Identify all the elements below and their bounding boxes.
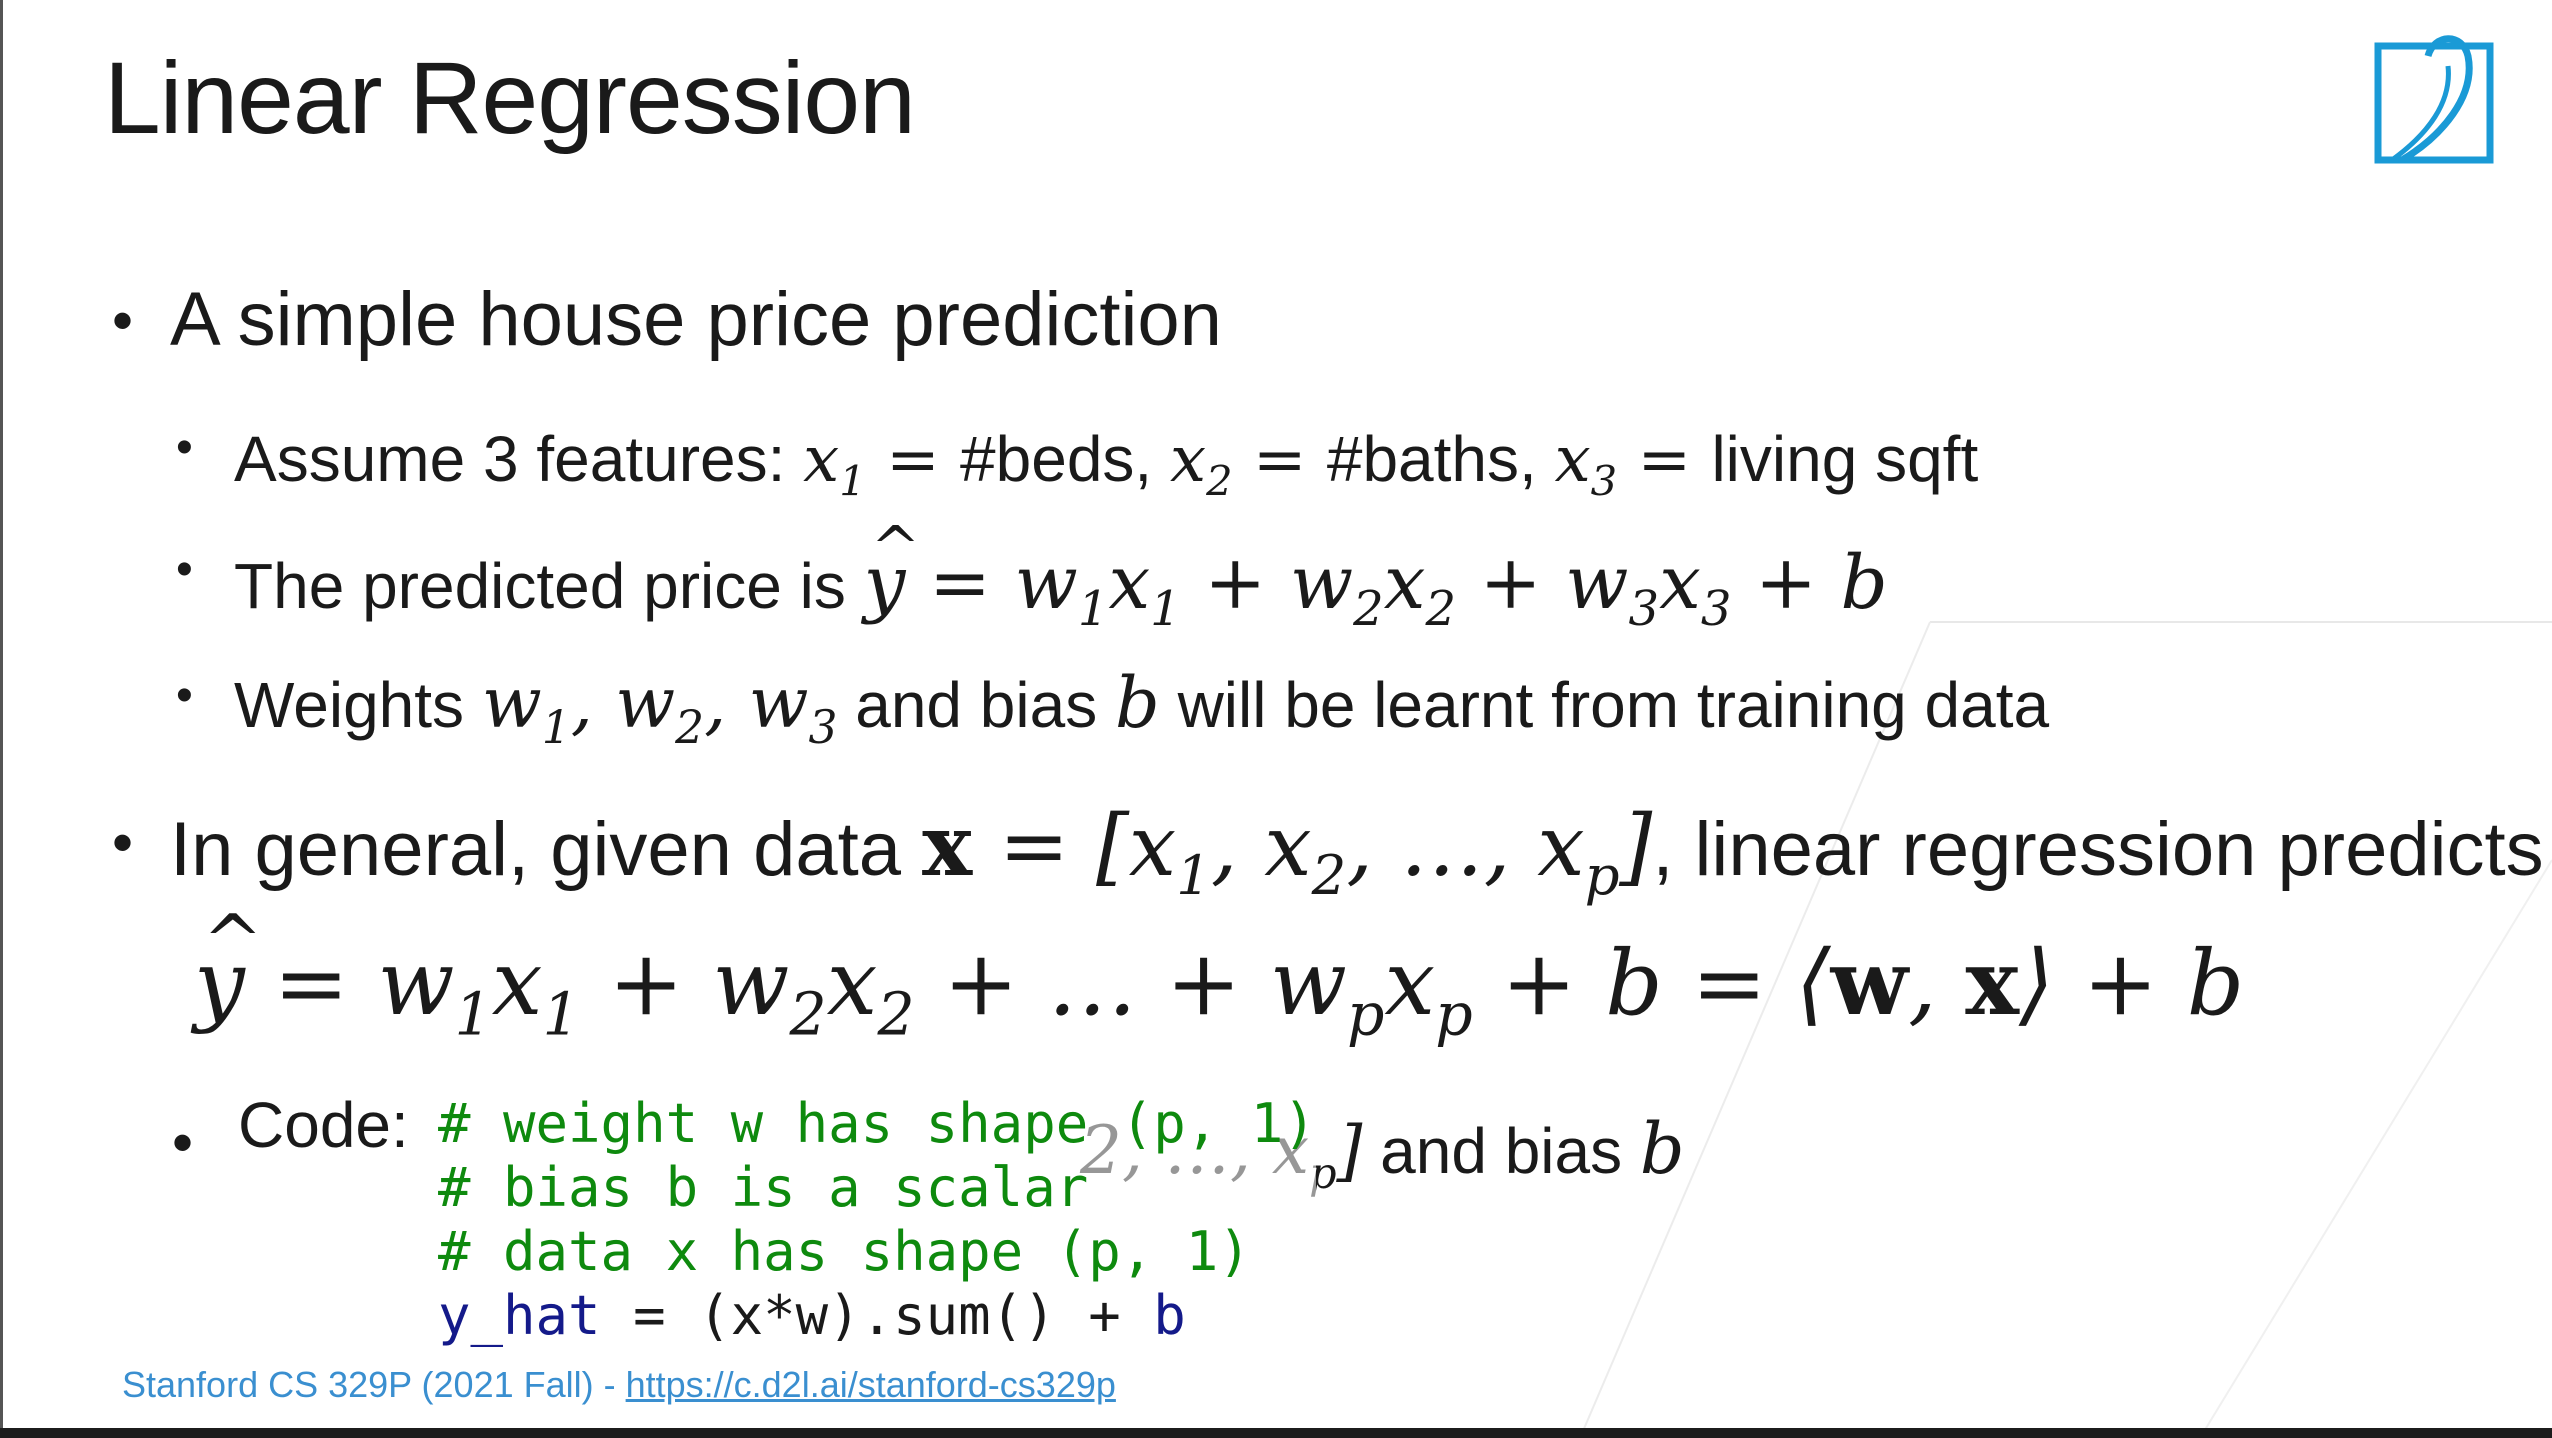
sub-bullet-predicted-price: The predicted price is y = w1x1 + w2x2 +… <box>234 513 1888 636</box>
sub-bullet-dot: • <box>176 543 193 596</box>
sub-bullet-dot: • <box>176 421 193 474</box>
code-label: Code: <box>238 1089 409 1161</box>
math-b: b <box>1114 662 1160 744</box>
bullet-text: A simple house price prediction <box>170 277 1222 362</box>
weights-prefix: Weights <box>234 669 482 741</box>
math-equals: = <box>1617 423 1712 497</box>
code-expression: = (x*w).sum() + <box>600 1284 1154 1347</box>
footer-link[interactable]: https://c.d2l.ai/stanford-cs329p <box>625 1364 1116 1405</box>
feature-beds: #beds, <box>960 423 1170 495</box>
general-suffix: , linear regression predicts <box>1652 807 2544 892</box>
code-line-1: # weight w has shape (p, 1) <box>438 1092 1316 1155</box>
sub-bullet-weights: Weights w1, w2, w3 and bias b will be le… <box>234 662 2049 754</box>
ghost-and-bias: and bias <box>1380 1115 1623 1187</box>
math-data-vector: x = [x1, x2, …, xp] <box>922 796 1653 908</box>
bullet-dot: • <box>172 1109 194 1176</box>
bullet-dot: • <box>112 287 134 354</box>
slide-left-border <box>0 0 3 1438</box>
math-x1: x1 <box>803 423 866 506</box>
math-x2: x2 <box>1169 423 1233 506</box>
feature-sqft: living sqft <box>1711 423 1979 495</box>
bullet-general: In general, given data x = [x1, x2, …, x… <box>170 796 2544 907</box>
feature-baths: #baths, <box>1326 423 1555 495</box>
code-var-b: b <box>1153 1284 1186 1347</box>
bullet-house-price: A simple house price prediction <box>170 276 1222 363</box>
slide-title: Linear Regression <box>104 41 916 155</box>
code-line-3: # data x has shape (p, 1) <box>438 1220 1251 1283</box>
footer-text: Stanford CS 329P (2021 Fall) - <box>122 1364 626 1405</box>
math-equals: = <box>865 423 961 497</box>
footer: Stanford CS 329P (2021 Fall) - https://c… <box>122 1364 1116 1406</box>
weights-mid: and bias <box>837 669 1115 741</box>
math-ghost-b: b <box>1639 1108 1685 1190</box>
math-x3: x3 <box>1554 423 1618 506</box>
predicted-prefix: The predicted price is <box>234 550 864 622</box>
sub-bullet-features: Assume 3 features: x1 = #beds, x2 = #bat… <box>234 422 1978 506</box>
general-prefix: In general, given data <box>170 807 923 892</box>
math-equals: = <box>1232 423 1327 497</box>
general-equation: y = w1x1 + w2x2 + … + wpxp + b = ⟨w, x⟩ … <box>194 899 2244 1049</box>
math-weights: w1, w2, w3 <box>481 662 838 754</box>
code-var-yhat: y_hat <box>438 1284 601 1347</box>
code-line-2: # bias b is a scalar <box>438 1156 1089 1219</box>
weights-suffix: will be learnt from training data <box>1159 669 2050 741</box>
code-block: # weight w has shape (p, 1) # bias b is a… <box>438 1092 1316 1348</box>
math-prediction-3: y = w1x1 + w2x2 + w3x3 + b <box>864 513 1888 636</box>
features-prefix: Assume 3 features: <box>234 423 804 495</box>
code-line-4: y_hat = (x*w).sum() + b <box>438 1284 1316 1348</box>
bottom-bar <box>0 1428 2552 1438</box>
sub-bullet-dot: • <box>176 669 193 722</box>
bullet-dot: • <box>112 809 134 876</box>
d2l-logo-icon <box>2374 35 2494 164</box>
